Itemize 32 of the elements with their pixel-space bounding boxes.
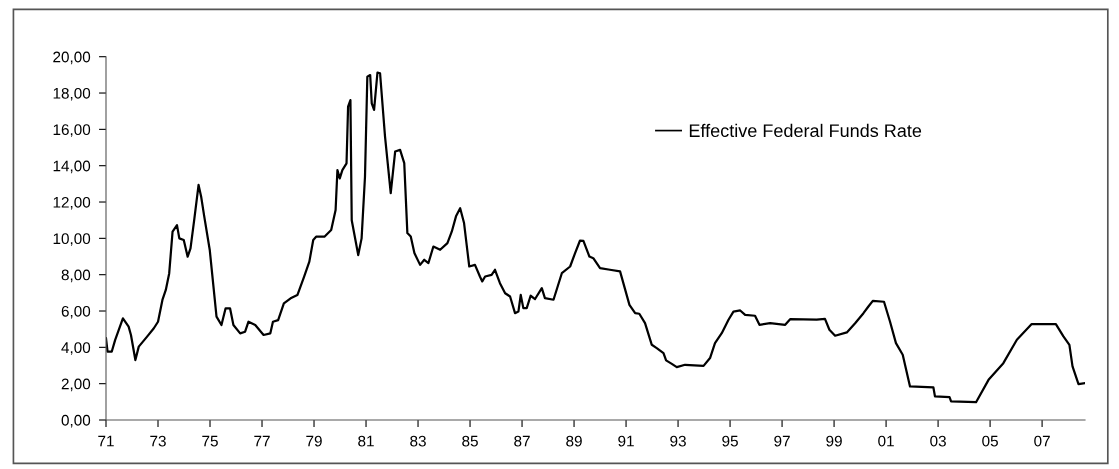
x-tick-label: 03 (930, 435, 946, 447)
x-tick-label: 91 (618, 435, 634, 447)
y-tick-label: 12,00 (53, 196, 91, 210)
y-tick-label: 8,00 (61, 269, 91, 283)
x-tick-label: 71 (98, 435, 114, 447)
y-tick-label: 14,00 (53, 160, 91, 174)
line-series (106, 71, 1085, 404)
y-tick-label: 18,00 (53, 87, 91, 101)
x-tick-label: 99 (826, 435, 842, 447)
y-tick-label: 20,00 (53, 51, 91, 65)
y-tick-label: 4,00 (61, 342, 91, 355)
x-tick-label: 73 (150, 435, 166, 447)
x-tick-label: 97 (774, 435, 790, 447)
y-tick-label: 16,00 (53, 124, 91, 137)
x-tick-label: 85 (462, 435, 478, 447)
y-tick-label: 6,00 (61, 305, 91, 319)
x-tick-label: 87 (514, 435, 530, 447)
x-tick-label: 81 (358, 435, 374, 447)
x-tick-label: 95 (722, 435, 738, 447)
x-tick-label: 05 (982, 435, 998, 447)
x-tick-label: 83 (410, 435, 426, 447)
x-tick-label: 93 (670, 435, 686, 447)
y-tick-label: 0,00 (61, 414, 91, 428)
legend-label: Effective Federal Funds Rate (689, 123, 922, 138)
x-tick-label: 07 (1034, 435, 1050, 447)
y-tick-label: 2,00 (61, 378, 91, 392)
x-tick-label: 77 (254, 435, 270, 447)
x-tick-label: 89 (566, 435, 582, 447)
y-tick-label: 10,00 (53, 233, 91, 246)
x-tick-label: 75 (202, 435, 218, 447)
x-tick-label: 01 (878, 435, 894, 447)
x-tick-label: 79 (306, 435, 322, 447)
